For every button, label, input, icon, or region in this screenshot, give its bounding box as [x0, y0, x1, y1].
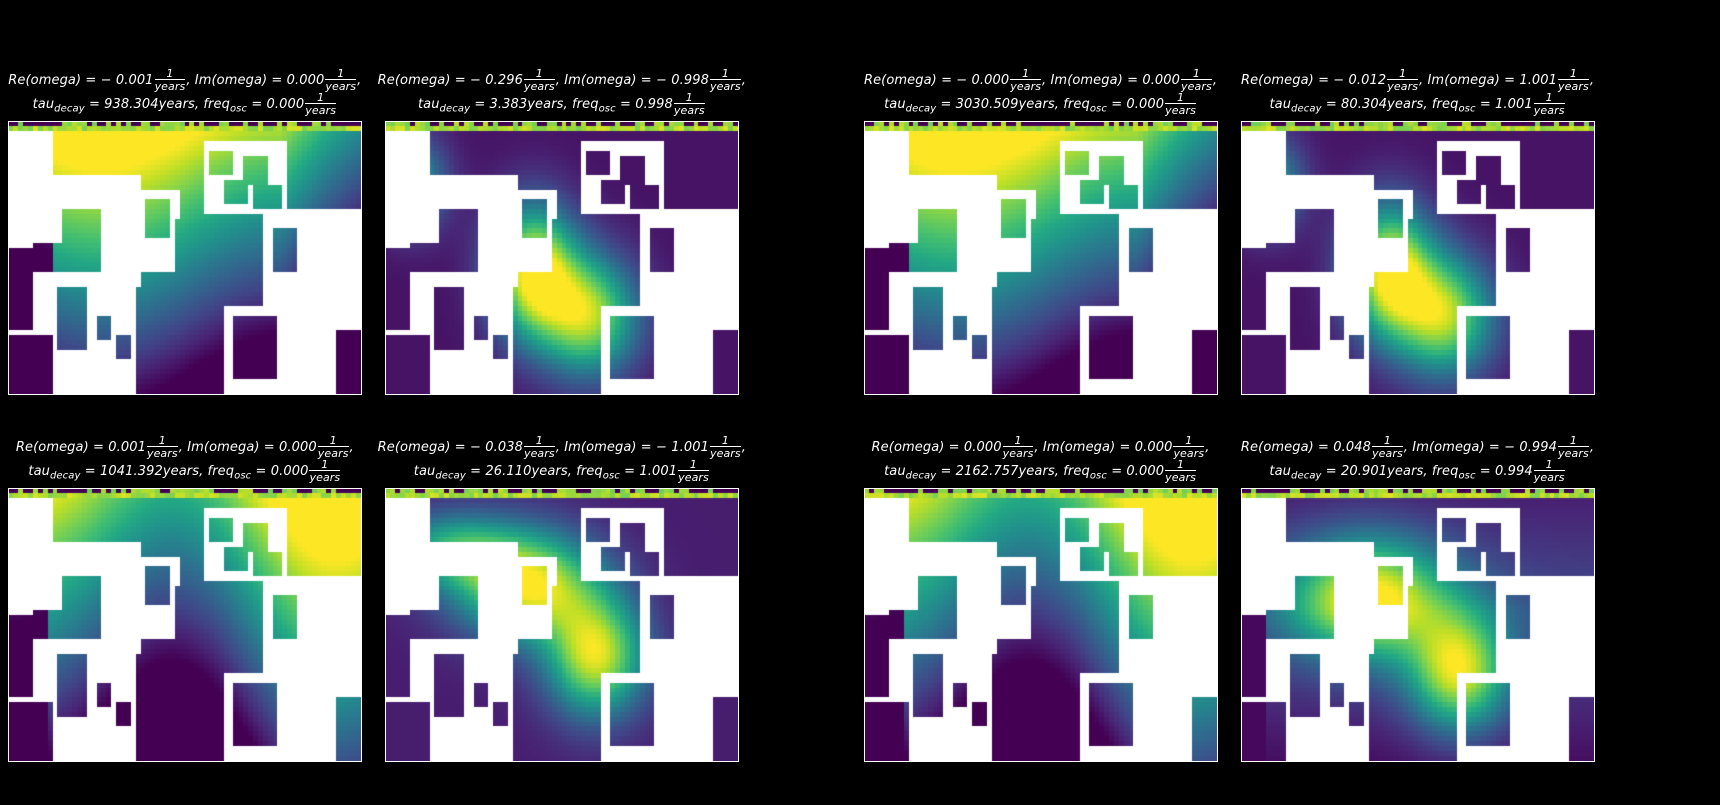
- heatmap-plot: [8, 488, 362, 762]
- panel-title: Re(omega) = − 0.0381years, Im(omega) = −…: [378, 435, 746, 484]
- heatmap-canvas: [386, 122, 738, 394]
- heatmap-plot: [1241, 121, 1595, 395]
- panel: Re(omega) = − 0.0001years, Im(omega) = 0…: [858, 68, 1223, 421]
- heatmap-plot: [864, 121, 1218, 395]
- panel: Re(omega) = − 0.0381years, Im(omega) = −…: [378, 435, 746, 788]
- panel-group-right: Re(omega) = − 0.0001years, Im(omega) = 0…: [858, 68, 1600, 788]
- panel-title: Re(omega) = 0.0011years, Im(omega) = 0.0…: [16, 435, 354, 484]
- panel-title: Re(omega) = 0.0481years, Im(omega) = − 0…: [1241, 435, 1594, 484]
- panel-title: Re(omega) = − 0.0001years, Im(omega) = 0…: [864, 68, 1217, 117]
- panel-group-left: Re(omega) = − 0.0011years, Im(omega) = 0…: [4, 68, 746, 788]
- heatmap-plot: [864, 488, 1218, 762]
- panel-title: Re(omega) = − 0.2961years, Im(omega) = −…: [378, 68, 746, 117]
- panel-title: Re(omega) = − 0.0011years, Im(omega) = 0…: [8, 68, 361, 117]
- heatmap-canvas: [386, 489, 738, 761]
- panel: Re(omega) = 0.0481years, Im(omega) = − 0…: [1235, 435, 1600, 788]
- heatmap-canvas: [9, 122, 361, 394]
- panel: Re(omega) = 0.0011years, Im(omega) = 0.0…: [4, 435, 366, 788]
- panel: Re(omega) = 0.0001years, Im(omega) = 0.0…: [858, 435, 1223, 788]
- heatmap-plot: [1241, 488, 1595, 762]
- panel: Re(omega) = − 0.0121years, Im(omega) = 1…: [1235, 68, 1600, 421]
- panel-title: Re(omega) = 0.0001years, Im(omega) = 0.0…: [872, 435, 1210, 484]
- heatmap-canvas: [865, 122, 1217, 394]
- heatmap-plot: [385, 488, 739, 762]
- panel: Re(omega) = − 0.2961years, Im(omega) = −…: [378, 68, 746, 421]
- heatmap-canvas: [1242, 122, 1594, 394]
- heatmap-canvas: [865, 489, 1217, 761]
- heatmap-plot: [385, 121, 739, 395]
- panel-title: Re(omega) = − 0.0121years, Im(omega) = 1…: [1241, 68, 1594, 117]
- heatmap-canvas: [9, 489, 361, 761]
- panel: Re(omega) = − 0.0011years, Im(omega) = 0…: [4, 68, 366, 421]
- heatmap-canvas: [1242, 489, 1594, 761]
- heatmap-plot: [8, 121, 362, 395]
